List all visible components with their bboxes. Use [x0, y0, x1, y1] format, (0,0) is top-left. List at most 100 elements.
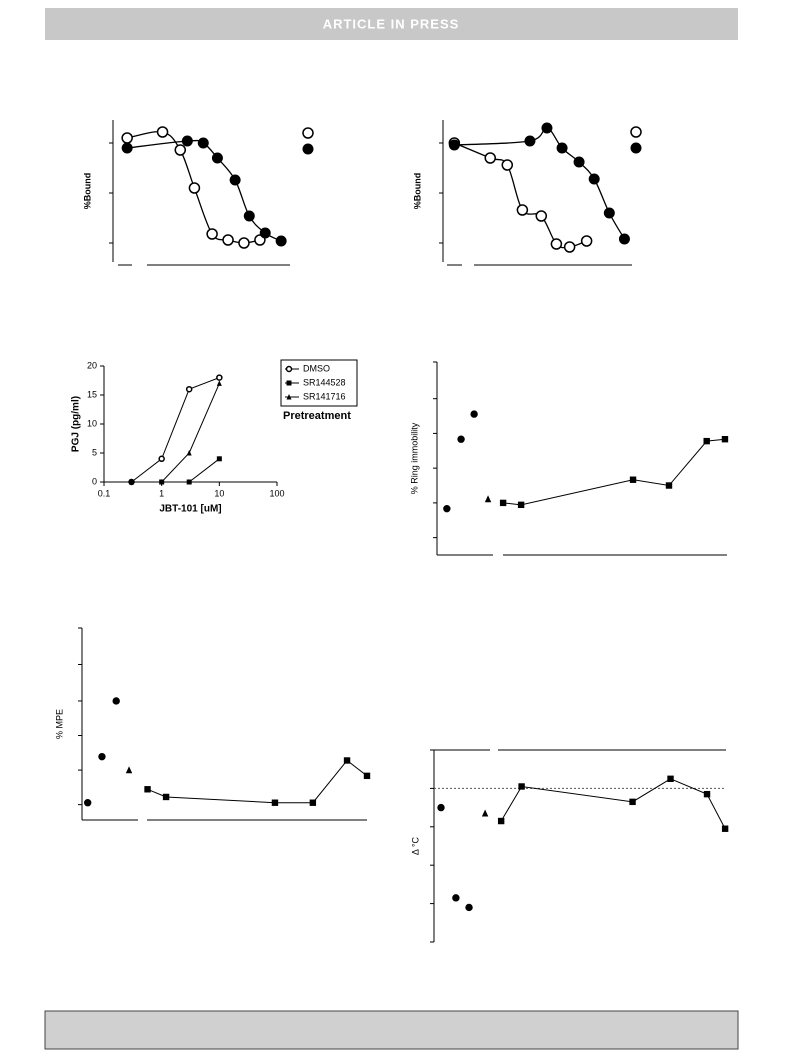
marker	[174, 144, 187, 156]
marker	[524, 135, 536, 147]
marker	[443, 504, 451, 513]
marker	[573, 156, 585, 168]
marker	[243, 210, 255, 222]
y-tick-label: 15	[87, 389, 97, 399]
marker	[343, 757, 351, 764]
legend-marker	[630, 142, 642, 154]
marker	[206, 228, 218, 240]
fit-curve	[127, 139, 282, 242]
series-line	[503, 438, 726, 506]
marker	[271, 799, 279, 806]
marker	[465, 903, 473, 912]
y-tick-label: 0	[92, 476, 97, 486]
marker	[222, 234, 234, 246]
marker	[112, 697, 120, 705]
legend-marker	[302, 127, 314, 139]
marker	[556, 142, 568, 154]
marker	[158, 455, 165, 463]
fit-curve	[454, 142, 587, 249]
marker	[211, 152, 223, 164]
marker	[484, 152, 496, 164]
marker	[286, 394, 292, 400]
y-axis-label: %Bound	[412, 173, 422, 210]
marker	[484, 495, 492, 503]
fit-curve	[454, 127, 626, 240]
marker	[721, 436, 729, 443]
marker	[216, 374, 223, 381]
marker	[448, 139, 460, 151]
y-axis-label: %Bound	[82, 173, 92, 210]
y-tick-label: 5	[92, 447, 97, 457]
marker	[285, 365, 293, 373]
marker	[181, 135, 193, 147]
marker	[629, 476, 637, 483]
legend-label: DMSO	[303, 363, 330, 373]
marker	[497, 817, 505, 825]
marker	[275, 235, 287, 247]
marker	[186, 450, 192, 456]
x-tick-label: 10	[214, 488, 224, 498]
marker	[197, 137, 209, 149]
legend-marker	[302, 143, 314, 155]
marker	[125, 766, 133, 774]
y-axis-label: Δ °C	[410, 836, 420, 855]
marker	[550, 238, 563, 250]
y-tick-label: 10	[87, 418, 97, 428]
series-line	[131, 458, 220, 483]
marker	[703, 790, 711, 798]
header-bar	[45, 8, 738, 40]
legend-label: SR144528	[303, 377, 346, 387]
marker	[129, 479, 135, 485]
marker	[186, 479, 192, 485]
marker	[121, 132, 133, 144]
marker	[516, 204, 529, 216]
marker	[156, 126, 169, 138]
marker	[618, 233, 630, 245]
marker	[437, 803, 445, 812]
marker	[665, 482, 673, 489]
marker	[629, 798, 636, 806]
x-tick-label: 100	[269, 488, 284, 498]
x-axis-label: JBT-101 [uM]	[159, 504, 221, 515]
legend-title: Pretreatment	[283, 410, 351, 422]
y-axis-label: % MPE	[54, 709, 64, 739]
series-line	[131, 377, 220, 483]
marker	[470, 410, 478, 418]
marker	[363, 772, 371, 780]
y-axis-label: % Ring immobility	[409, 422, 419, 494]
marker	[563, 241, 576, 253]
marker	[229, 174, 241, 186]
marker	[518, 783, 525, 790]
marker	[98, 752, 106, 761]
marker	[481, 809, 489, 817]
marker	[259, 227, 271, 239]
marker	[603, 207, 615, 219]
marker	[185, 385, 193, 393]
marker	[703, 437, 710, 445]
footer-bar	[44, 1010, 739, 1050]
marker	[721, 825, 729, 832]
marker	[517, 501, 525, 509]
marker	[667, 775, 674, 782]
marker	[216, 456, 222, 462]
header-title: ARTICLE IN PRESS	[323, 16, 460, 31]
marker	[121, 142, 133, 154]
marker	[457, 435, 465, 443]
marker	[188, 182, 201, 194]
marker	[588, 173, 600, 185]
marker	[216, 380, 222, 386]
series-line	[147, 759, 368, 804]
series-line	[500, 778, 726, 829]
marker	[499, 499, 507, 507]
marker	[580, 235, 593, 247]
legend-box	[280, 359, 358, 407]
marker	[162, 793, 170, 801]
marker	[541, 122, 553, 134]
x-tick-label: 1	[159, 488, 164, 498]
marker	[238, 237, 250, 249]
marker	[159, 479, 165, 485]
marker	[501, 159, 514, 171]
y-tick-label: 20	[87, 360, 97, 370]
